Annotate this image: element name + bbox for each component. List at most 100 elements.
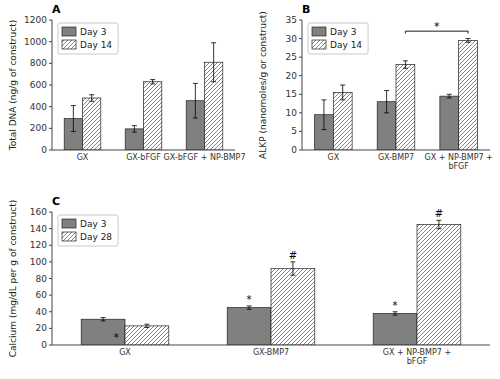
legend-swatch xyxy=(62,232,76,241)
legend: Day 3 Day 14 xyxy=(308,23,368,54)
bars xyxy=(315,39,478,150)
bar xyxy=(81,319,125,345)
error-bar xyxy=(101,318,106,321)
legend-box xyxy=(58,215,118,246)
panel: B05101520253035ALKP (nanomoles/g or cons… xyxy=(258,3,493,171)
annotation: * xyxy=(247,294,252,305)
y-tick-label: 30 xyxy=(286,34,298,44)
bar xyxy=(396,65,415,150)
error-bar xyxy=(321,100,326,130)
y-axis xyxy=(52,20,53,150)
bar xyxy=(227,308,271,345)
y-tick-label: 40 xyxy=(36,307,48,317)
legend-swatch xyxy=(62,27,76,36)
bar xyxy=(373,313,417,345)
x-axis xyxy=(52,150,235,151)
y-tick-label: 25 xyxy=(286,52,297,62)
error-bar xyxy=(211,43,216,82)
x-tick-label: GX xyxy=(77,153,89,162)
error-bar xyxy=(89,95,94,102)
error-bar xyxy=(436,220,441,228)
bar xyxy=(440,96,459,150)
y-tick-label: 20 xyxy=(286,71,298,81)
error-bar xyxy=(403,61,408,68)
text-line: bFGF xyxy=(407,357,428,366)
annotation: * xyxy=(434,20,440,33)
bars xyxy=(81,220,461,345)
text-line: GX + NP-BMP7 + xyxy=(383,348,451,357)
figure: A020040060080010001200Total DNA (ng/g of… xyxy=(0,0,500,379)
bar xyxy=(125,326,169,345)
error-bar xyxy=(150,80,155,84)
title: A xyxy=(52,3,61,16)
legend-swatch xyxy=(62,219,76,228)
annotation: # xyxy=(289,250,297,261)
y-tick-label: 600 xyxy=(30,80,47,90)
legend-label: Day 3 xyxy=(80,27,106,37)
error-bar xyxy=(132,126,137,133)
legend: Day 3Day 28 xyxy=(58,215,118,246)
error-bar xyxy=(393,312,398,315)
legend-swatch xyxy=(62,40,76,49)
y-tick-label: 120 xyxy=(30,240,47,250)
title: C xyxy=(52,195,60,208)
error-bar xyxy=(290,262,295,275)
x-tick-label: GX-bFGF + NP-BMP7 xyxy=(164,153,246,162)
bar xyxy=(417,224,461,345)
x-tick-label: GX-bFGF xyxy=(126,153,161,162)
y-tick-label: 1200 xyxy=(24,15,47,25)
x-tick-label: GX xyxy=(119,348,131,357)
y-axis xyxy=(52,212,53,345)
bar xyxy=(459,40,478,150)
panel: A020040060080010001200Total DNA (ng/g of… xyxy=(8,3,245,162)
text-line: GX + NP-BMP7 + xyxy=(425,153,493,162)
error-bar xyxy=(466,39,471,43)
x-axis xyxy=(302,150,490,151)
bar xyxy=(271,269,315,345)
x-tick-label: GX xyxy=(327,153,339,162)
legend-label: Day 14 xyxy=(330,40,362,50)
annotation: * xyxy=(393,300,398,311)
x-axis xyxy=(52,345,490,346)
annotation: # xyxy=(435,208,443,219)
y-tick-label: 200 xyxy=(30,123,47,133)
y-tick-label: 0 xyxy=(41,145,47,155)
y-tick-label: 80 xyxy=(36,274,48,284)
y-axis-label: Total DNA (ng/g of construct) xyxy=(8,20,18,151)
y-tick-label: 100 xyxy=(30,257,47,267)
x-tick-label: GX-BMP7 xyxy=(378,153,414,162)
legend-label: Day 14 xyxy=(80,40,112,50)
x-tick-label: GX + NP-BMP7 +bFGF xyxy=(425,153,493,171)
error-bar xyxy=(340,85,345,100)
error-bar xyxy=(193,83,198,118)
legend: Day 3 Day 14 xyxy=(58,23,118,54)
title: B xyxy=(302,3,310,16)
y-tick-label: 35 xyxy=(286,15,297,25)
bar xyxy=(333,92,352,150)
legend-label: Day 3 xyxy=(330,27,356,37)
bar xyxy=(83,98,101,150)
panel: C020406080100120140160Calcium (mg/dL per… xyxy=(8,195,490,366)
y-tick-label: 160 xyxy=(30,207,47,217)
y-tick-label: 1000 xyxy=(24,37,47,47)
legend-swatch xyxy=(312,27,326,36)
y-tick-label: 60 xyxy=(36,290,48,300)
y-tick-label: 15 xyxy=(286,89,297,99)
y-tick-label: 0 xyxy=(41,340,47,350)
error-bar xyxy=(71,106,76,132)
legend-label: Day 28 xyxy=(80,232,112,242)
background xyxy=(0,0,500,379)
y-axis-label: ALKP (nanomoles/g or construct) xyxy=(258,11,268,159)
legend-box xyxy=(308,23,368,54)
error-bar xyxy=(384,91,389,113)
y-axis xyxy=(302,20,303,150)
y-tick-label: 5 xyxy=(291,126,297,136)
y-tick-label: 10 xyxy=(286,108,298,118)
legend-swatch xyxy=(312,40,326,49)
text-line: bFGF xyxy=(448,162,469,171)
x-tick-label: GX + NP-BMP7 +bFGF xyxy=(383,348,451,366)
y-tick-label: 800 xyxy=(30,58,47,68)
bars xyxy=(64,43,223,150)
error-bar xyxy=(447,94,452,98)
x-tick-label: GX-BMP7 xyxy=(253,348,289,357)
